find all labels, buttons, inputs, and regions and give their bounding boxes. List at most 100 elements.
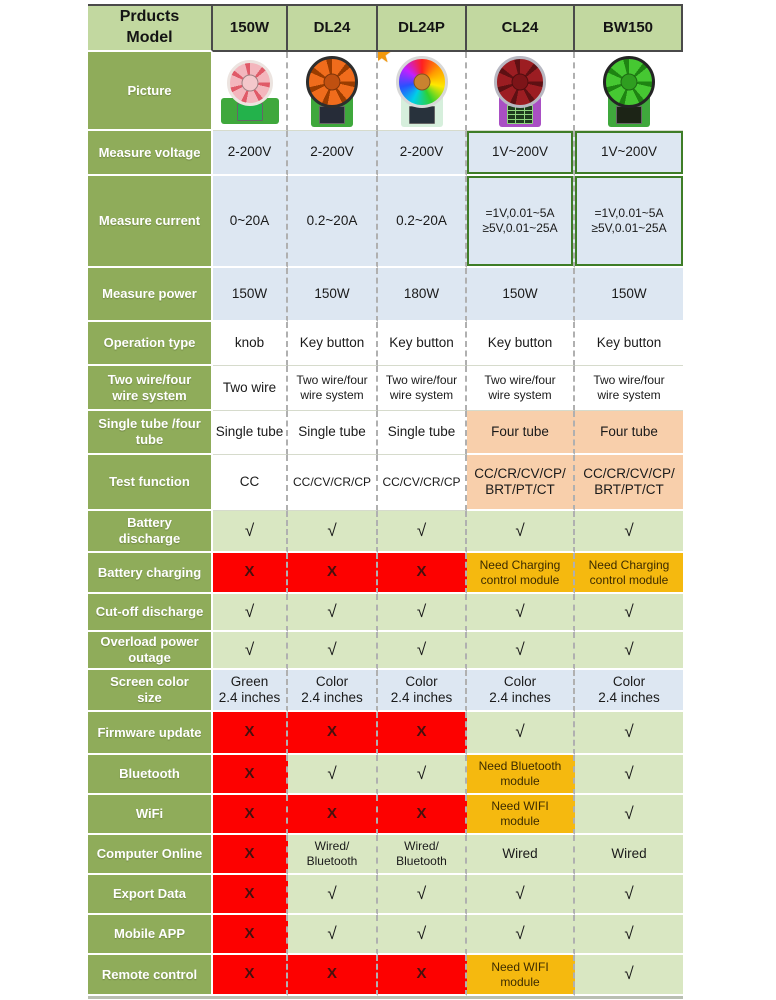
table-cell-measure-power-150w: 150W bbox=[213, 268, 288, 322]
product-comparison-table: Prducts Model 150W DL24 DL24P CL24 BW150 Pictu… bbox=[88, 4, 683, 999]
product-image-150w bbox=[213, 52, 286, 130]
table-cell-operation-type-dl24p: Key button bbox=[378, 322, 467, 366]
keypad-key bbox=[516, 110, 524, 114]
row-label-single-tube-four-tube: Single tube /four tube bbox=[88, 411, 213, 455]
table-cell-measure-voltage-bw150: 1V~200V bbox=[575, 131, 683, 176]
row-label-battery-charging: Battery charging bbox=[88, 553, 213, 594]
table-cell-firmware-update-dl24p: X bbox=[378, 712, 467, 755]
table-cell-wifi-cl24: Need WIFI module bbox=[467, 795, 575, 835]
table-cell-measure-power-bw150: 150W bbox=[575, 268, 683, 322]
keypad-key bbox=[508, 106, 516, 110]
table-cell-computer-online-dl24p: Wired/ Bluetooth bbox=[378, 835, 467, 875]
table-cell-operation-type-bw150: Key button bbox=[575, 322, 683, 366]
table-cell-test-function-150w: CC bbox=[213, 455, 288, 511]
screen bbox=[319, 106, 345, 124]
fan-icon bbox=[226, 60, 273, 106]
table-cell-export-data-150w: X bbox=[213, 875, 288, 915]
keypad-key bbox=[508, 119, 516, 123]
product-image-bw150 bbox=[575, 52, 683, 130]
table-cell-test-function-dl24p: CC/CV/CR/CP bbox=[378, 455, 467, 511]
table-cell-export-data-dl24: √ bbox=[288, 875, 378, 915]
row-label-firmware-update: Firmware update bbox=[88, 712, 213, 755]
row-label-measure-current: Measure current bbox=[88, 176, 213, 268]
table-cell-bluetooth-dl24p: √ bbox=[378, 755, 467, 795]
table-cell-bluetooth-150w: X bbox=[213, 755, 288, 795]
table-cell-remote-control-dl24p: X bbox=[378, 955, 467, 996]
table-cell-single-tube-four-tube-bw150: Four tube bbox=[575, 411, 683, 455]
model-header-dl24: DL24 bbox=[288, 4, 378, 52]
table-cell-single-tube-four-tube-dl24: Single tube bbox=[288, 411, 378, 455]
row-label-test-function: Test function bbox=[88, 455, 213, 511]
table-cell-firmware-update-150w: X bbox=[213, 712, 288, 755]
table-cell-battery-discharge-150w: √ bbox=[213, 511, 288, 553]
row-label-screen-color-size: Screen color size bbox=[88, 670, 213, 712]
table-cell-firmware-update-dl24: X bbox=[288, 712, 378, 755]
table-cell-single-tube-four-tube-150w: Single tube bbox=[213, 411, 288, 455]
table-cell-export-data-cl24: √ bbox=[467, 875, 575, 915]
star-icon: ★ bbox=[378, 52, 393, 67]
table-cell-bluetooth-bw150: √ bbox=[575, 755, 683, 795]
table-cell-wifi-dl24p: X bbox=[378, 795, 467, 835]
table-cell-measure-voltage-150w: 2-200V bbox=[213, 131, 288, 176]
table-cell-measure-voltage-cl24: 1V~200V bbox=[467, 131, 575, 176]
table-cell-computer-online-bw150: Wired bbox=[575, 835, 683, 875]
table-cell-test-function-cl24: CC/CR/CV/CP/ BRT/PT/CT bbox=[467, 455, 575, 511]
table-cell-firmware-update-cl24: √ bbox=[467, 712, 575, 755]
fan-hub bbox=[323, 73, 341, 91]
fan-icon bbox=[494, 56, 546, 108]
table-cell-two-wire-four-wire-system-bw150: Two wire/four wire system bbox=[575, 366, 683, 411]
table-cell-measure-voltage-dl24p: 2-200V bbox=[378, 131, 467, 176]
table-cell-single-tube-four-tube-dl24p: Single tube bbox=[378, 411, 467, 455]
model-header-bw150: BW150 bbox=[575, 4, 683, 52]
row-label-export-data: Export Data bbox=[88, 875, 213, 915]
keypad-key bbox=[524, 106, 532, 110]
table-cell-measure-current-bw150: =1V,0.01~5A ≥5V,0.01~25A bbox=[575, 176, 683, 268]
table-cell-mobile-app-dl24: √ bbox=[288, 915, 378, 955]
table-cell-mobile-app-150w: X bbox=[213, 915, 288, 955]
table-cell-battery-discharge-cl24: √ bbox=[467, 511, 575, 553]
picture-cell-bw150 bbox=[575, 52, 683, 131]
table-cell-test-function-dl24: CC/CV/CR/CP bbox=[288, 455, 378, 511]
table-cell-measure-current-dl24: 0.2~20A bbox=[288, 176, 378, 268]
row-label-computer-online: Computer Online bbox=[88, 835, 213, 875]
screen bbox=[408, 106, 435, 124]
table-cell-two-wire-four-wire-system-dl24p: Two wire/four wire system bbox=[378, 366, 467, 411]
product-image-cl24 bbox=[467, 52, 573, 130]
table-cell-battery-charging-dl24: X bbox=[288, 553, 378, 594]
table-cell-mobile-app-dl24p: √ bbox=[378, 915, 467, 955]
table-cell-measure-power-dl24p: 180W bbox=[378, 268, 467, 322]
row-label-remote-control: Remote control bbox=[88, 955, 213, 996]
row-label-picture: Picture bbox=[88, 52, 213, 131]
table-cell-export-data-bw150: √ bbox=[575, 875, 683, 915]
row-label-mobile-app: Mobile APP bbox=[88, 915, 213, 955]
table-cell-measure-voltage-dl24: 2-200V bbox=[288, 131, 378, 176]
row-label-battery-discharge: Battery discharge bbox=[88, 511, 213, 553]
keypad-key bbox=[516, 119, 524, 123]
fan-icon bbox=[603, 56, 655, 108]
keypad-key bbox=[524, 115, 532, 119]
table-cell-two-wire-four-wire-system-cl24: Two wire/four wire system bbox=[467, 366, 575, 411]
table-cell-measure-current-dl24p: 0.2~20A bbox=[378, 176, 467, 268]
fan-hub bbox=[511, 73, 529, 91]
table-cell-battery-charging-bw150: Need Charging control module bbox=[575, 553, 683, 594]
picture-cell-cl24 bbox=[467, 52, 575, 131]
table-cell-single-tube-four-tube-cl24: Four tube bbox=[467, 411, 575, 455]
table-cell-remote-control-150w: X bbox=[213, 955, 288, 996]
picture-cell-dl24 bbox=[288, 52, 378, 131]
row-label-measure-power: Measure power bbox=[88, 268, 213, 322]
keypad-key bbox=[508, 110, 516, 114]
table-cell-wifi-dl24: X bbox=[288, 795, 378, 835]
table-cell-bluetooth-dl24: √ bbox=[288, 755, 378, 795]
table-cell-operation-type-cl24: Key button bbox=[467, 322, 575, 366]
picture-cell-dl24p: ★ bbox=[378, 52, 467, 131]
table-cell-overload-power-outage-dl24p: √ bbox=[378, 632, 467, 670]
table-cell-overload-power-outage-bw150: √ bbox=[575, 632, 683, 670]
table-cell-computer-online-dl24: Wired/ Bluetooth bbox=[288, 835, 378, 875]
table-cell-screen-color-size-bw150: Color 2.4 inches bbox=[575, 670, 683, 712]
table-cell-two-wire-four-wire-system-150w: Two wire bbox=[213, 366, 288, 411]
keypad-key bbox=[524, 110, 532, 114]
model-header-cl24: CL24 bbox=[467, 4, 575, 52]
table-cell-firmware-update-bw150: √ bbox=[575, 712, 683, 755]
table-cell-wifi-bw150: √ bbox=[575, 795, 683, 835]
table-cell-two-wire-four-wire-system-dl24: Two wire/four wire system bbox=[288, 366, 378, 411]
